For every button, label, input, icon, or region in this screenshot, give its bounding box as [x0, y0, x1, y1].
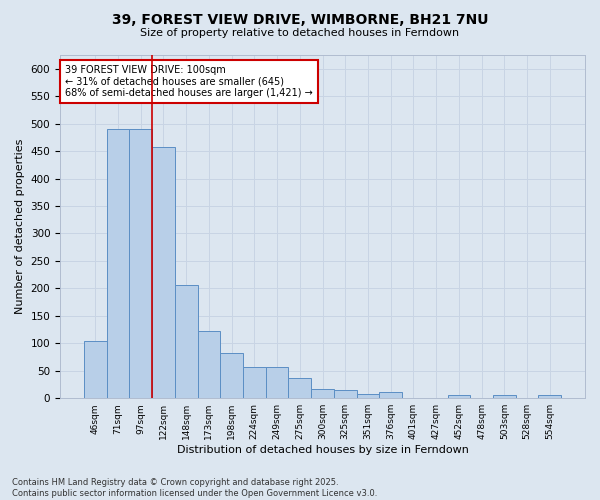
- Bar: [107, 129, 130, 398]
- Text: Size of property relative to detached houses in Ferndown: Size of property relative to detached ho…: [140, 28, 460, 38]
- Text: 39, FOREST VIEW DRIVE, WIMBORNE, BH21 7NU: 39, FOREST VIEW DRIVE, WIMBORNE, BH21 7N…: [112, 12, 488, 26]
- Bar: [197, 331, 220, 398]
- Bar: [175, 284, 197, 398]
- Y-axis label: Number of detached properties: Number of detached properties: [15, 139, 25, 314]
- Text: 39 FOREST VIEW DRIVE: 100sqm
← 31% of detached houses are smaller (645)
68% of s: 39 FOREST VIEW DRIVE: 100sqm ← 31% of de…: [65, 66, 313, 98]
- Bar: [84, 340, 107, 398]
- Text: Contains HM Land Registry data © Crown copyright and database right 2025.
Contai: Contains HM Land Registry data © Crown c…: [12, 478, 377, 498]
- Bar: [379, 392, 402, 398]
- Bar: [130, 129, 152, 398]
- X-axis label: Distribution of detached houses by size in Ferndown: Distribution of detached houses by size …: [176, 445, 469, 455]
- Bar: [493, 396, 515, 398]
- Bar: [356, 394, 379, 398]
- Bar: [152, 146, 175, 398]
- Bar: [311, 390, 334, 398]
- Bar: [334, 390, 356, 398]
- Bar: [243, 367, 266, 398]
- Bar: [289, 378, 311, 398]
- Bar: [266, 367, 289, 398]
- Bar: [220, 353, 243, 398]
- Bar: [448, 396, 470, 398]
- Bar: [538, 396, 561, 398]
